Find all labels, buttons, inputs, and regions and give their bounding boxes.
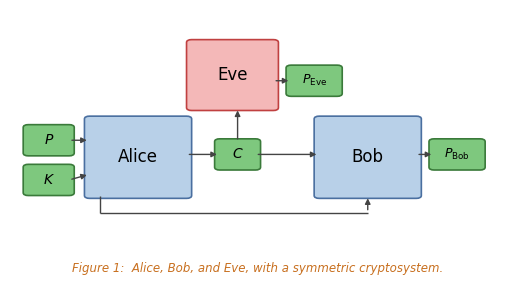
Text: $K$: $K$ <box>43 173 55 187</box>
FancyBboxPatch shape <box>215 139 261 170</box>
FancyBboxPatch shape <box>23 164 74 196</box>
Text: Alice: Alice <box>118 148 158 166</box>
FancyBboxPatch shape <box>314 116 422 198</box>
FancyBboxPatch shape <box>85 116 191 198</box>
Text: $P_{\mathrm{Eve}}$: $P_{\mathrm{Eve}}$ <box>301 73 327 88</box>
FancyBboxPatch shape <box>187 40 279 110</box>
Text: Bob: Bob <box>352 148 384 166</box>
Text: $C$: $C$ <box>232 147 244 162</box>
FancyBboxPatch shape <box>23 125 74 156</box>
Text: $P$: $P$ <box>43 133 54 147</box>
FancyBboxPatch shape <box>429 139 485 170</box>
Text: $P_{\mathrm{Bob}}$: $P_{\mathrm{Bob}}$ <box>444 147 470 162</box>
FancyBboxPatch shape <box>286 65 342 96</box>
Text: Eve: Eve <box>217 66 248 84</box>
Text: Figure 1:  Alice, Bob, and Eve, with a symmetric cryptosystem.: Figure 1: Alice, Bob, and Eve, with a sy… <box>72 262 444 275</box>
